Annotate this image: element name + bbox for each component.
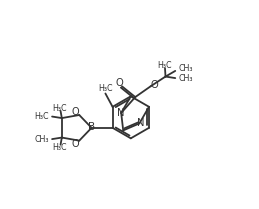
Text: B: B: [88, 122, 95, 131]
Text: O: O: [72, 139, 80, 149]
Text: O: O: [150, 80, 158, 90]
Text: CH₃: CH₃: [34, 135, 48, 144]
Text: N: N: [137, 119, 145, 129]
Text: H₃C: H₃C: [53, 104, 67, 113]
Text: CH₃: CH₃: [179, 64, 193, 73]
Text: H₃C: H₃C: [53, 143, 67, 152]
Text: H₃C: H₃C: [34, 112, 48, 121]
Text: CH₃: CH₃: [179, 74, 193, 83]
Text: O: O: [72, 107, 80, 117]
Text: O: O: [116, 78, 124, 88]
Text: H₃C: H₃C: [99, 84, 113, 93]
Text: H₃C: H₃C: [157, 61, 171, 70]
Text: N: N: [117, 108, 125, 118]
